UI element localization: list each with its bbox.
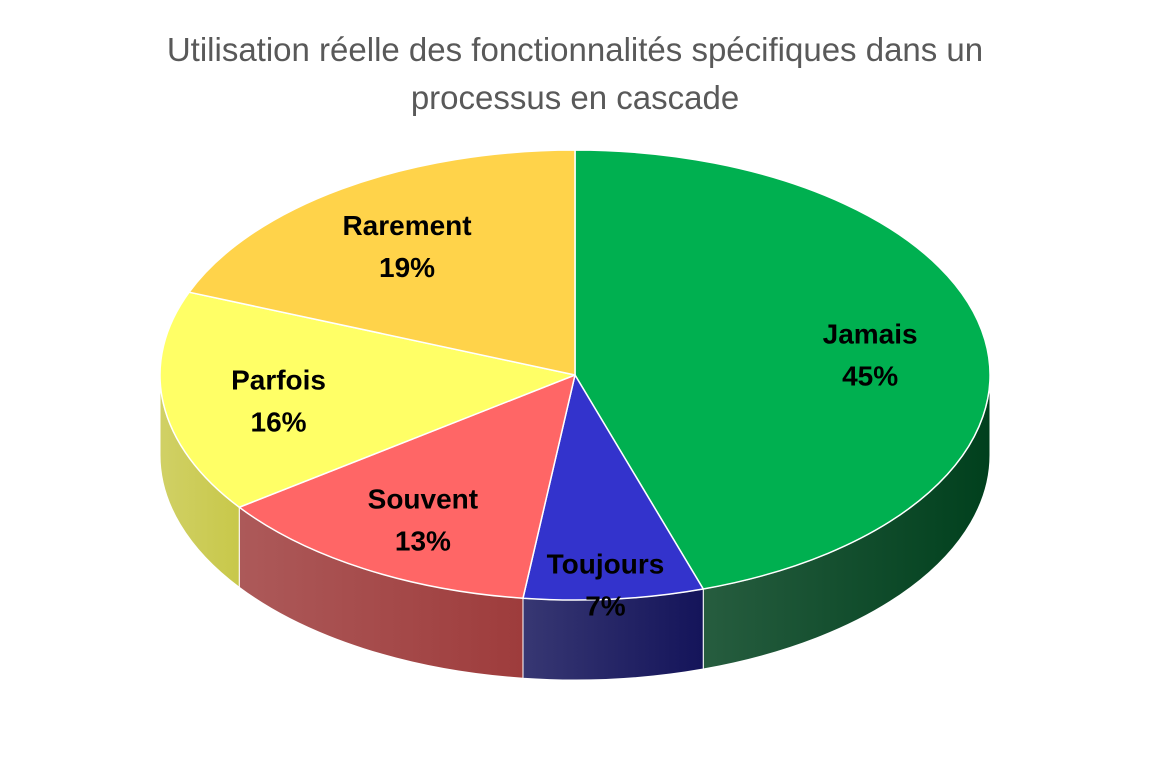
pie-labels: Jamais 45% Toujours 7% Souvent 13% Parfois 16% R… [231,210,918,622]
pie-slice-parfois [159,291,576,509]
slice-value-parfois: 16% [251,406,307,437]
slice-value-jamais: 45% [842,361,898,392]
pie-slice-toujours [522,374,704,601]
slice-value-toujours: 7% [585,591,626,622]
slice-label-toujours: Toujours [547,549,665,580]
chart-title-line-1: Utilisation réelle des fonctionnalités s… [166,31,984,68]
pie-top-faces [159,149,991,601]
chart-title-line-2: processus en cascade [410,79,740,116]
slice-label-parfois: Parfois [231,364,326,395]
slice-label-rarement: Rarement [342,210,471,241]
slice-value-rarement: 19% [379,252,435,283]
slice-label-jamais: Jamais [823,319,918,350]
pie-slice-jamais [574,149,991,590]
slice-value-souvent: 13% [395,525,451,556]
chart-title: Utilisation réelle des fonctionnalités s… [0,26,1150,122]
pie-slice-rarement [188,149,576,376]
slice-label-souvent: Souvent [368,483,478,514]
pie-slice-souvent [238,374,576,599]
